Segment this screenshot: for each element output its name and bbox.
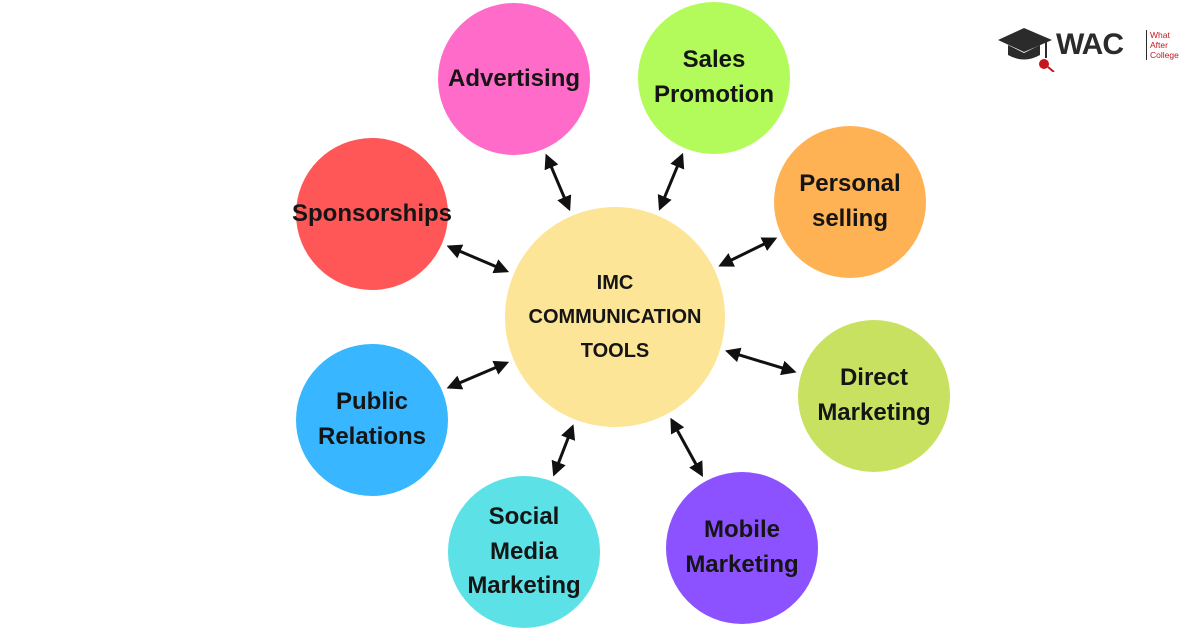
- node-mobile-marketing: Mobile Marketing: [666, 472, 818, 624]
- logo-tagline: What After College: [1146, 30, 1179, 60]
- node-personal-selling: Personal selling: [774, 126, 926, 278]
- node-public-relations: Public Relations: [296, 344, 448, 496]
- connector-arrow-sponsorships: [446, 244, 510, 274]
- node-label-public-relations: Public Relations: [317, 388, 427, 450]
- connector-arrow-social-media-marketing: [551, 424, 576, 477]
- connector-arrow-sales-promotion: [657, 152, 685, 211]
- node-social-media-marketing: Social Media Marketing: [448, 476, 600, 628]
- node-direct-marketing: Direct Marketing: [798, 320, 950, 472]
- center-label: IMC COMMUNICATION TOOLS: [528, 272, 702, 362]
- node-sponsorships: Sponsorships: [292, 138, 452, 290]
- node-sales-promotion: Sales Promotion: [638, 2, 790, 154]
- node-label-sponsorships: Sponsorships: [291, 199, 453, 227]
- connector-arrow-direct-marketing: [724, 347, 797, 376]
- connector-arrow-public-relations: [446, 360, 510, 390]
- node-label-personal-selling: Personal selling: [799, 170, 901, 232]
- connector-arrow-personal-selling: [718, 237, 778, 267]
- center-node: IMC COMMUNICATION TOOLS: [505, 207, 725, 427]
- node-label-direct-marketing: Direct Marketing: [817, 364, 931, 426]
- node-label-social-media-marketing: Social Media Marketing: [467, 502, 581, 600]
- connector-arrow-mobile-marketing: [670, 417, 703, 478]
- node-label-advertising: Advertising: [447, 64, 581, 92]
- connector-arrow-advertising: [544, 153, 572, 212]
- node-label-sales-promotion: Sales Promotion: [654, 46, 774, 108]
- wac-logo: WAC What After College: [996, 24, 1186, 74]
- graduation-cap-icon: [998, 28, 1055, 72]
- node-advertising: Advertising: [438, 3, 590, 155]
- logo-text: WAC: [1056, 28, 1124, 61]
- node-label-mobile-marketing: Mobile Marketing: [685, 516, 799, 578]
